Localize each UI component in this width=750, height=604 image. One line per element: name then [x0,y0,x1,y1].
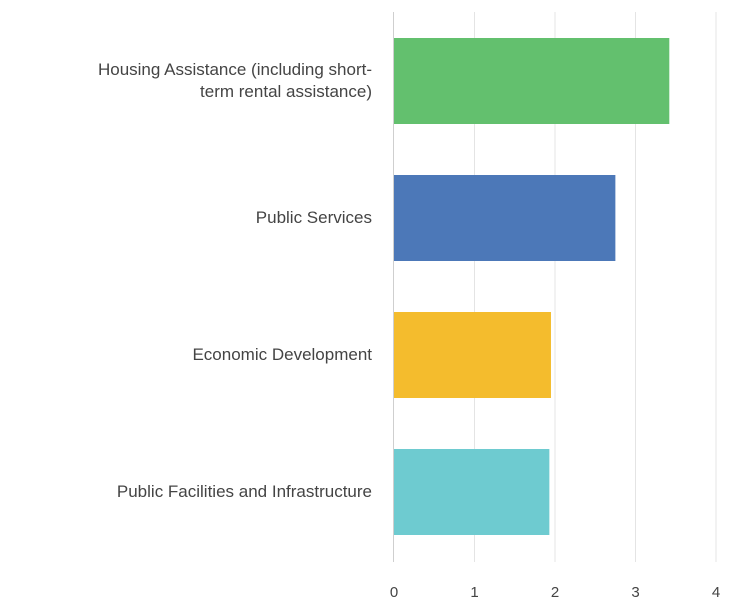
category-label: Public Services [255,208,372,227]
x-tick-label: 2 [550,584,560,601]
x-tick-label: 0 [389,584,399,601]
x-tick-label: 4 [711,584,721,601]
x-tick-label: 1 [470,584,479,601]
category-label: Economic Development [192,345,372,364]
bar-4 [394,449,550,535]
bar-2 [394,175,616,261]
bar-1 [394,38,670,124]
x-tick-label: 3 [631,584,640,601]
bar-3 [394,312,551,398]
category-label: Public Facilities and Infrastructure [116,482,372,501]
category-label: Housing Assistance (including short- ter… [97,60,372,101]
